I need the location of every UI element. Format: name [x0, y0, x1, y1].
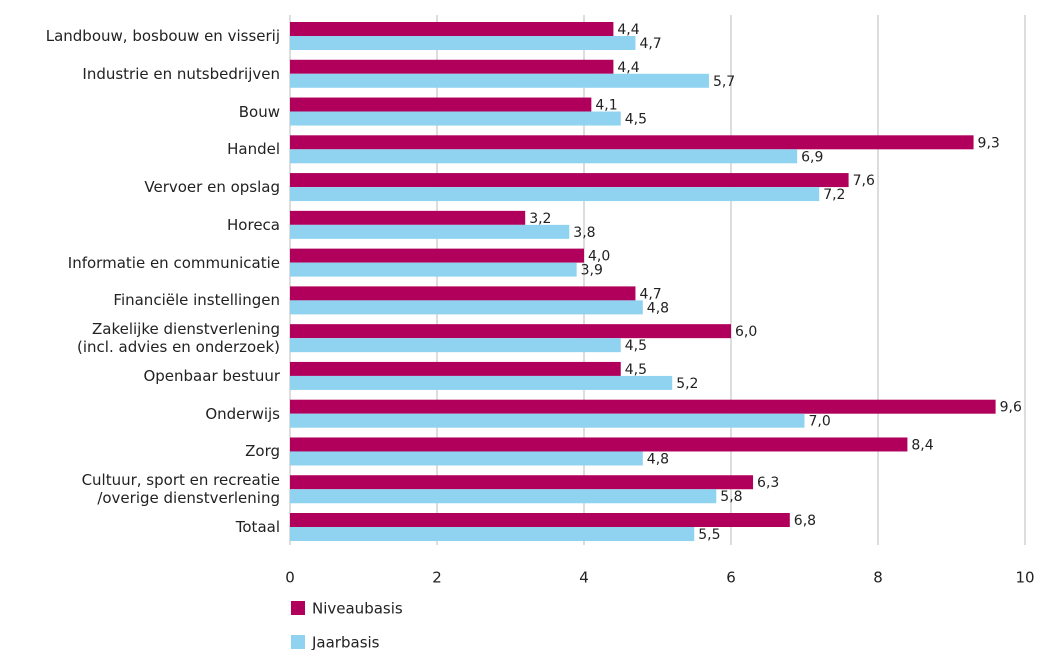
category-label: Totaal [235, 518, 280, 536]
bar [290, 375, 673, 390]
value-label: 7,6 [853, 173, 875, 189]
bar [290, 513, 790, 528]
legend-label: Niveaubasis [312, 600, 403, 618]
value-label: 8,4 [911, 437, 933, 453]
category-label: Openbaar bestuur [143, 366, 280, 385]
value-label: 3,9 [581, 263, 603, 279]
value-label: 6,0 [735, 324, 757, 340]
category-label: Bouw [238, 102, 280, 121]
x-tick-label: 4 [579, 569, 589, 587]
bar [290, 262, 577, 277]
value-label: 4,7 [639, 286, 661, 302]
bar [290, 149, 798, 164]
x-tick-label: 6 [726, 569, 736, 587]
bar [290, 187, 820, 202]
value-label: 7,0 [809, 414, 831, 430]
value-label: 5,2 [676, 376, 698, 392]
value-label: 9,3 [978, 135, 1000, 151]
x-tick-label: 0 [285, 569, 295, 587]
value-label: 6,3 [757, 475, 779, 491]
bar [290, 59, 614, 74]
value-label: 7,2 [823, 187, 845, 203]
bar [290, 111, 621, 126]
bar [290, 399, 996, 414]
value-label: 4,5 [625, 112, 647, 128]
value-label: 4,5 [625, 338, 647, 354]
value-label: 9,6 [1000, 400, 1022, 416]
value-label: 4,7 [639, 36, 661, 52]
category-label: Zorg [245, 442, 280, 461]
value-label: 4,1 [595, 98, 617, 114]
x-tick-label: 10 [1015, 569, 1034, 587]
bar [290, 451, 643, 466]
bar [290, 73, 709, 88]
category-label: Cultuur, sport en recreatie /overige die… [81, 471, 280, 508]
legend-swatch [291, 601, 305, 615]
bar [290, 286, 636, 301]
legend-label: Jaarbasis [311, 634, 380, 650]
bar [290, 324, 731, 339]
value-label: 5,5 [698, 527, 720, 543]
category-label: Financiële instellingen [113, 291, 280, 310]
category-label: Horeca [227, 215, 280, 234]
value-label: 4,8 [647, 300, 669, 316]
value-label: 3,8 [573, 225, 595, 241]
x-tick-label: 2 [432, 569, 442, 587]
bar [290, 36, 636, 50]
value-label: 6,9 [801, 149, 823, 165]
bar [290, 300, 643, 315]
bar [290, 489, 717, 504]
x-tick-label: 8 [873, 569, 883, 587]
bar [290, 361, 621, 376]
value-label: 4,8 [647, 451, 669, 467]
bar [290, 97, 592, 112]
value-label: 5,8 [720, 489, 742, 505]
bar [290, 173, 849, 188]
value-label: 4,4 [617, 60, 639, 76]
category-label: Onderwijs [205, 404, 280, 423]
value-label: 4,5 [625, 362, 647, 378]
bar [290, 475, 754, 490]
category-label: Landbouw, bosbouw en visserij [45, 27, 280, 45]
value-label: 3,2 [529, 211, 551, 227]
bar [290, 22, 614, 36]
bar [290, 224, 570, 239]
bar [290, 135, 974, 150]
category-label: Zakelijke dienstverlening (incl. advies … [77, 320, 280, 357]
category-label: Handel [227, 140, 280, 159]
bar [290, 210, 526, 225]
value-label: 4,4 [617, 22, 639, 38]
bar [290, 338, 621, 353]
category-label: Vervoer en opslag [144, 178, 280, 197]
value-label: 5,7 [713, 74, 735, 90]
category-label: Industrie en nutsbedrijven [82, 64, 280, 83]
bar [290, 248, 584, 263]
bar [290, 413, 805, 428]
bar [290, 437, 908, 452]
legend-swatch [291, 635, 305, 649]
value-label: 4,0 [588, 249, 610, 265]
value-label: 6,8 [794, 513, 816, 529]
category-label: Informatie en communicatie [67, 253, 280, 272]
bar [290, 527, 695, 542]
